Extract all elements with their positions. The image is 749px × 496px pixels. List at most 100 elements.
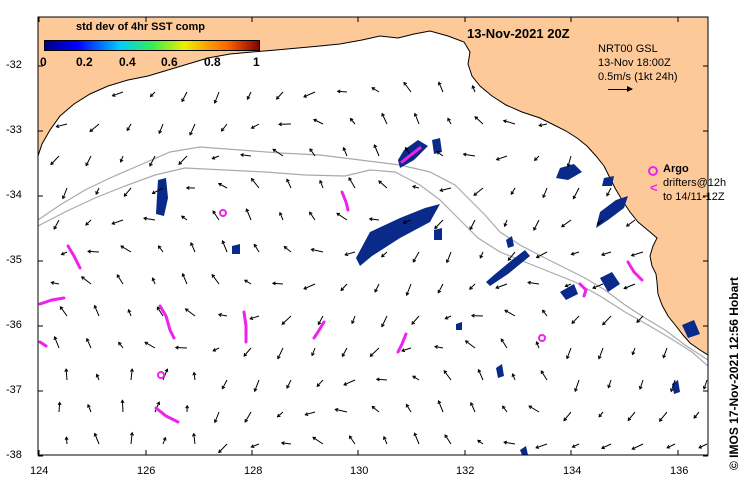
current-vector — [185, 308, 196, 317]
current-vector — [317, 315, 324, 325]
current-vector-head — [693, 415, 698, 419]
current-vector — [112, 219, 124, 225]
current-vector — [156, 306, 164, 317]
current-vector-head — [221, 239, 226, 244]
current-vector — [542, 187, 548, 198]
sst-patch — [560, 284, 578, 300]
current-vector-head — [563, 417, 568, 422]
current-vector — [438, 82, 444, 93]
current-vector-head — [127, 308, 132, 313]
current-vector-head — [310, 247, 315, 252]
current-vector — [123, 187, 132, 197]
current-vector-head — [351, 320, 355, 325]
current-vector — [85, 155, 92, 166]
current-vector-head — [340, 287, 345, 292]
current-vector — [51, 282, 60, 285]
current-vector — [414, 113, 420, 125]
drifter-track — [154, 406, 180, 424]
sst-patch — [356, 204, 440, 266]
sst-patch — [232, 244, 240, 254]
current-vector — [437, 283, 444, 294]
current-vector — [606, 187, 612, 196]
current-vector-head — [533, 157, 538, 161]
current-vector — [175, 347, 188, 349]
current-vector-head — [280, 441, 285, 446]
current-vector — [348, 177, 356, 189]
current-vector-head — [436, 151, 441, 155]
current-vector-head — [116, 274, 121, 278]
current-vector-head — [157, 245, 162, 250]
current-vector — [152, 277, 156, 285]
current-vector — [592, 283, 604, 289]
current-vector-head — [120, 245, 124, 249]
current-vector-head — [85, 162, 89, 167]
current-vector — [495, 283, 508, 289]
current-vector — [438, 400, 444, 413]
current-vector — [703, 379, 708, 390]
current-vector — [631, 251, 644, 257]
current-vector — [162, 369, 168, 381]
current-vector-head — [189, 131, 193, 136]
current-vector-head — [373, 144, 378, 148]
current-vector — [250, 315, 260, 320]
current-vector-head — [625, 223, 630, 227]
current-vector-head — [334, 407, 339, 412]
current-vector-head — [126, 127, 131, 132]
current-vector-head — [181, 272, 186, 277]
current-vector-head — [283, 245, 288, 250]
current-vector — [601, 443, 612, 449]
current-vector — [403, 219, 412, 224]
current-vector — [443, 370, 452, 381]
current-vector-head — [286, 384, 290, 389]
current-vector — [434, 219, 444, 229]
current-vector — [607, 379, 612, 388]
current-vector-head — [572, 195, 577, 200]
current-vector — [670, 379, 676, 392]
current-vector-head — [571, 320, 576, 324]
current-vector-head — [55, 124, 60, 129]
current-vector — [478, 369, 484, 381]
map-frame — [37, 16, 709, 456]
current-vector — [214, 91, 220, 104]
current-vector — [340, 283, 348, 291]
current-vector-head — [402, 220, 407, 224]
current-vector-head — [245, 208, 250, 213]
current-vector — [244, 279, 252, 285]
current-vector — [504, 441, 516, 445]
current-vector — [536, 341, 540, 349]
current-vector — [311, 248, 324, 253]
current-vector-head — [662, 354, 667, 359]
current-vector-head — [211, 273, 216, 278]
current-vector-head — [243, 279, 248, 284]
current-vector — [181, 91, 188, 102]
current-vector — [126, 123, 132, 131]
current-vector — [598, 411, 604, 418]
current-vector-head — [249, 316, 254, 320]
current-vector — [659, 411, 668, 422]
current-vector — [693, 411, 700, 419]
current-vector — [281, 442, 292, 445]
current-vector — [62, 187, 68, 199]
current-vector-head — [213, 419, 218, 424]
current-vector — [253, 244, 260, 253]
current-vector — [561, 219, 572, 228]
current-vector — [542, 309, 548, 317]
current-vector — [403, 82, 412, 93]
current-vector — [212, 155, 220, 160]
current-vector-head — [447, 117, 451, 122]
current-vector — [639, 379, 644, 390]
current-vector — [128, 309, 132, 317]
current-vector-head — [312, 436, 317, 441]
current-vector — [632, 347, 636, 355]
current-vector-head — [276, 413, 281, 418]
current-vector-head — [85, 221, 89, 226]
current-vector — [535, 443, 548, 449]
current-vector — [336, 212, 348, 221]
current-vector-head — [286, 178, 290, 183]
current-vector-head — [411, 321, 416, 325]
current-vector — [277, 347, 284, 359]
current-vector — [381, 113, 388, 125]
current-vector-head — [192, 371, 197, 376]
current-vector-head — [89, 128, 94, 133]
current-vector-head — [413, 432, 418, 437]
